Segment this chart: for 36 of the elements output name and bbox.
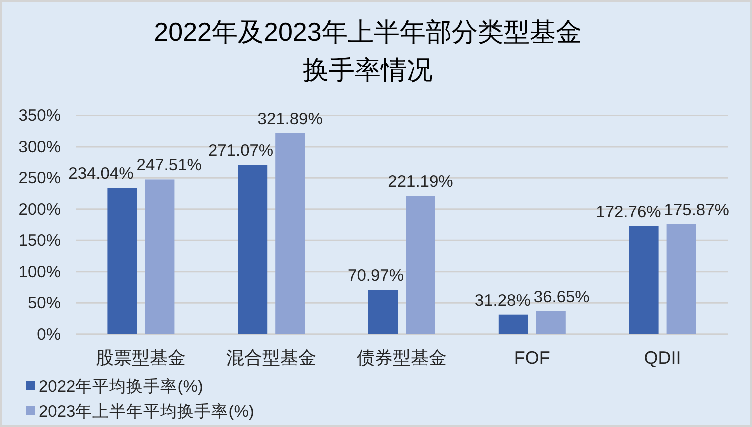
- x-tick-label: 混合型基金: [226, 348, 317, 368]
- data-label: 234.04%: [68, 165, 134, 184]
- bar: [145, 180, 175, 334]
- data-label: 271.07%: [208, 142, 274, 160]
- data-label: 247.51%: [136, 156, 202, 175]
- chart-title: 2022年及2023年上半年部分类型基金换手率情况: [154, 17, 582, 85]
- y-tick-label: 300%: [18, 138, 62, 156]
- y-tick-label: 100%: [18, 263, 62, 282]
- bar: [498, 314, 528, 334]
- x-tick-label: FOF: [514, 348, 550, 368]
- data-label: 172.76%: [596, 203, 662, 222]
- bar: [536, 312, 566, 334]
- data-label: 31.28%: [474, 292, 532, 310]
- legend-label: 2023年上半年平均换手率(%): [39, 402, 254, 421]
- y-tick-label: 200%: [18, 200, 62, 219]
- bar: [629, 226, 659, 334]
- bar: [238, 165, 268, 334]
- data-label: 70.97%: [348, 267, 404, 286]
- y-tick-label: 150%: [18, 232, 62, 250]
- y-tick-label: 0%: [37, 326, 62, 344]
- y-tick-label: 250%: [18, 170, 62, 188]
- data-label: 221.19%: [388, 173, 454, 192]
- legend-label: 2022年平均换手率(%): [39, 377, 204, 396]
- x-tick-label: QDII: [644, 348, 682, 368]
- data-label: 321.89%: [258, 110, 324, 128]
- bar: [666, 224, 696, 334]
- bar: [108, 188, 138, 334]
- x-tick-label: 股票型基金: [96, 348, 186, 368]
- bar: [406, 196, 436, 334]
- x-tick-label: 债券型基金: [357, 348, 447, 368]
- y-tick-label: 50%: [28, 294, 62, 313]
- data-label: 175.87%: [664, 202, 730, 220]
- data-label: 36.65%: [534, 288, 590, 306]
- y-tick-label: 350%: [18, 107, 62, 126]
- bar: [276, 133, 306, 334]
- bar: [368, 290, 398, 334]
